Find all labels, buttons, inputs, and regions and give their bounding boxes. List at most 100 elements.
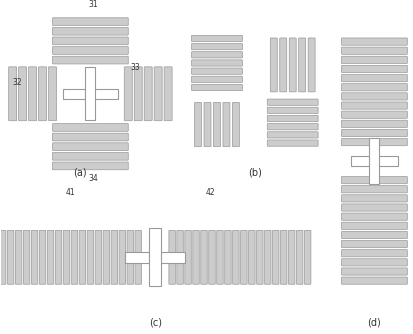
Text: 32: 32 bbox=[13, 78, 22, 87]
Text: 42: 42 bbox=[205, 188, 215, 197]
FancyBboxPatch shape bbox=[342, 186, 407, 193]
FancyBboxPatch shape bbox=[95, 230, 102, 284]
FancyBboxPatch shape bbox=[289, 38, 296, 92]
FancyBboxPatch shape bbox=[52, 18, 128, 25]
FancyBboxPatch shape bbox=[342, 56, 407, 63]
FancyBboxPatch shape bbox=[192, 76, 242, 82]
FancyBboxPatch shape bbox=[304, 230, 311, 284]
Bar bbox=[370, 138, 380, 184]
FancyBboxPatch shape bbox=[0, 230, 6, 284]
FancyBboxPatch shape bbox=[267, 124, 318, 130]
FancyBboxPatch shape bbox=[52, 27, 128, 35]
FancyBboxPatch shape bbox=[7, 230, 14, 284]
FancyBboxPatch shape bbox=[52, 152, 128, 160]
FancyBboxPatch shape bbox=[342, 111, 407, 118]
FancyBboxPatch shape bbox=[193, 230, 199, 284]
Text: 31: 31 bbox=[88, 0, 98, 9]
FancyBboxPatch shape bbox=[192, 68, 242, 74]
FancyBboxPatch shape bbox=[134, 67, 142, 121]
FancyBboxPatch shape bbox=[39, 230, 46, 284]
FancyBboxPatch shape bbox=[342, 277, 407, 284]
FancyBboxPatch shape bbox=[192, 43, 242, 50]
FancyBboxPatch shape bbox=[273, 230, 279, 284]
FancyBboxPatch shape bbox=[297, 230, 303, 284]
FancyBboxPatch shape bbox=[267, 140, 318, 146]
FancyBboxPatch shape bbox=[308, 38, 315, 92]
FancyBboxPatch shape bbox=[192, 60, 242, 66]
FancyBboxPatch shape bbox=[267, 99, 318, 105]
FancyBboxPatch shape bbox=[233, 230, 239, 284]
FancyBboxPatch shape bbox=[342, 102, 407, 109]
FancyBboxPatch shape bbox=[38, 67, 47, 121]
FancyBboxPatch shape bbox=[342, 129, 407, 137]
FancyBboxPatch shape bbox=[52, 133, 128, 141]
FancyBboxPatch shape bbox=[49, 67, 57, 121]
FancyBboxPatch shape bbox=[28, 67, 37, 121]
FancyBboxPatch shape bbox=[223, 103, 230, 147]
FancyBboxPatch shape bbox=[119, 230, 126, 284]
FancyBboxPatch shape bbox=[265, 230, 271, 284]
FancyBboxPatch shape bbox=[270, 38, 277, 92]
FancyBboxPatch shape bbox=[342, 74, 407, 82]
FancyBboxPatch shape bbox=[342, 204, 407, 211]
FancyBboxPatch shape bbox=[177, 230, 183, 284]
FancyBboxPatch shape bbox=[342, 47, 407, 54]
FancyBboxPatch shape bbox=[87, 230, 94, 284]
FancyBboxPatch shape bbox=[55, 230, 62, 284]
FancyBboxPatch shape bbox=[79, 230, 85, 284]
FancyBboxPatch shape bbox=[52, 37, 128, 45]
FancyBboxPatch shape bbox=[342, 195, 407, 202]
FancyBboxPatch shape bbox=[209, 230, 215, 284]
Text: 34: 34 bbox=[88, 174, 98, 183]
FancyBboxPatch shape bbox=[52, 124, 128, 131]
FancyBboxPatch shape bbox=[299, 38, 306, 92]
FancyBboxPatch shape bbox=[192, 85, 242, 91]
FancyBboxPatch shape bbox=[342, 120, 407, 128]
Text: 33: 33 bbox=[130, 63, 140, 72]
Text: 41: 41 bbox=[66, 188, 75, 197]
FancyBboxPatch shape bbox=[256, 230, 263, 284]
FancyBboxPatch shape bbox=[342, 222, 407, 229]
FancyBboxPatch shape bbox=[342, 84, 407, 91]
FancyBboxPatch shape bbox=[342, 240, 407, 248]
FancyBboxPatch shape bbox=[127, 230, 133, 284]
Text: (a): (a) bbox=[74, 168, 87, 178]
Text: (b): (b) bbox=[248, 168, 262, 178]
FancyBboxPatch shape bbox=[19, 67, 26, 121]
FancyBboxPatch shape bbox=[342, 231, 407, 238]
Text: (d): (d) bbox=[368, 318, 381, 328]
FancyBboxPatch shape bbox=[71, 230, 78, 284]
FancyBboxPatch shape bbox=[185, 230, 191, 284]
FancyBboxPatch shape bbox=[192, 35, 242, 42]
Bar bbox=[85, 67, 95, 120]
Text: (c): (c) bbox=[149, 318, 161, 328]
FancyBboxPatch shape bbox=[47, 230, 54, 284]
FancyBboxPatch shape bbox=[201, 230, 207, 284]
FancyBboxPatch shape bbox=[233, 103, 240, 147]
FancyBboxPatch shape bbox=[103, 230, 109, 284]
FancyBboxPatch shape bbox=[342, 38, 407, 45]
FancyBboxPatch shape bbox=[214, 103, 221, 147]
Bar bbox=[351, 156, 399, 166]
FancyBboxPatch shape bbox=[342, 139, 407, 146]
FancyBboxPatch shape bbox=[15, 230, 22, 284]
FancyBboxPatch shape bbox=[204, 103, 211, 147]
FancyBboxPatch shape bbox=[267, 116, 318, 122]
FancyBboxPatch shape bbox=[288, 230, 295, 284]
Bar bbox=[63, 89, 118, 99]
FancyBboxPatch shape bbox=[267, 132, 318, 138]
FancyBboxPatch shape bbox=[267, 107, 318, 114]
FancyBboxPatch shape bbox=[195, 103, 202, 147]
FancyBboxPatch shape bbox=[192, 52, 242, 58]
FancyBboxPatch shape bbox=[144, 67, 152, 121]
FancyBboxPatch shape bbox=[342, 93, 407, 100]
FancyBboxPatch shape bbox=[342, 213, 407, 220]
Bar bbox=[149, 228, 161, 286]
FancyBboxPatch shape bbox=[225, 230, 231, 284]
FancyBboxPatch shape bbox=[164, 67, 172, 121]
FancyBboxPatch shape bbox=[280, 38, 287, 92]
FancyBboxPatch shape bbox=[217, 230, 223, 284]
FancyBboxPatch shape bbox=[63, 230, 70, 284]
FancyBboxPatch shape bbox=[52, 162, 128, 170]
FancyBboxPatch shape bbox=[111, 230, 118, 284]
